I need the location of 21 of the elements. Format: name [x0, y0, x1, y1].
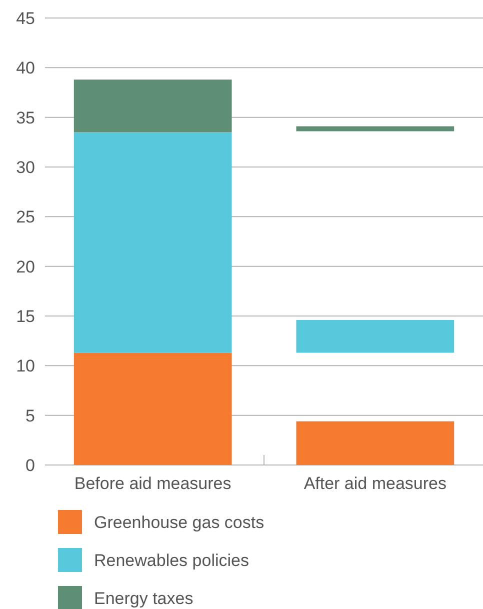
y-tick-label: 25 — [16, 208, 35, 227]
bar — [296, 421, 454, 465]
y-tick-label: 0 — [26, 456, 35, 475]
bar — [74, 132, 232, 353]
bar — [296, 126, 454, 132]
y-tick-label: 5 — [26, 406, 35, 426]
bar — [74, 80, 232, 132]
y-tick-label: 40 — [16, 58, 35, 78]
legend-label: Greenhouse gas costs — [94, 512, 264, 532]
x-tick-label: After aid measures — [304, 474, 447, 493]
legend-label: Energy taxes — [94, 588, 194, 608]
x-tick-label: Before aid measures — [74, 474, 232, 493]
y-tick-label: 20 — [16, 257, 35, 276]
y-tick-label: 30 — [16, 158, 35, 177]
y-tick-label: 15 — [16, 306, 35, 326]
y-tick-label: 45 — [16, 8, 35, 28]
bar — [74, 352, 232, 465]
y-tick-label: 10 — [16, 356, 35, 376]
y-tick-label: 35 — [16, 108, 35, 128]
legend-label: Renewables policies — [94, 550, 249, 570]
bar — [296, 320, 454, 353]
